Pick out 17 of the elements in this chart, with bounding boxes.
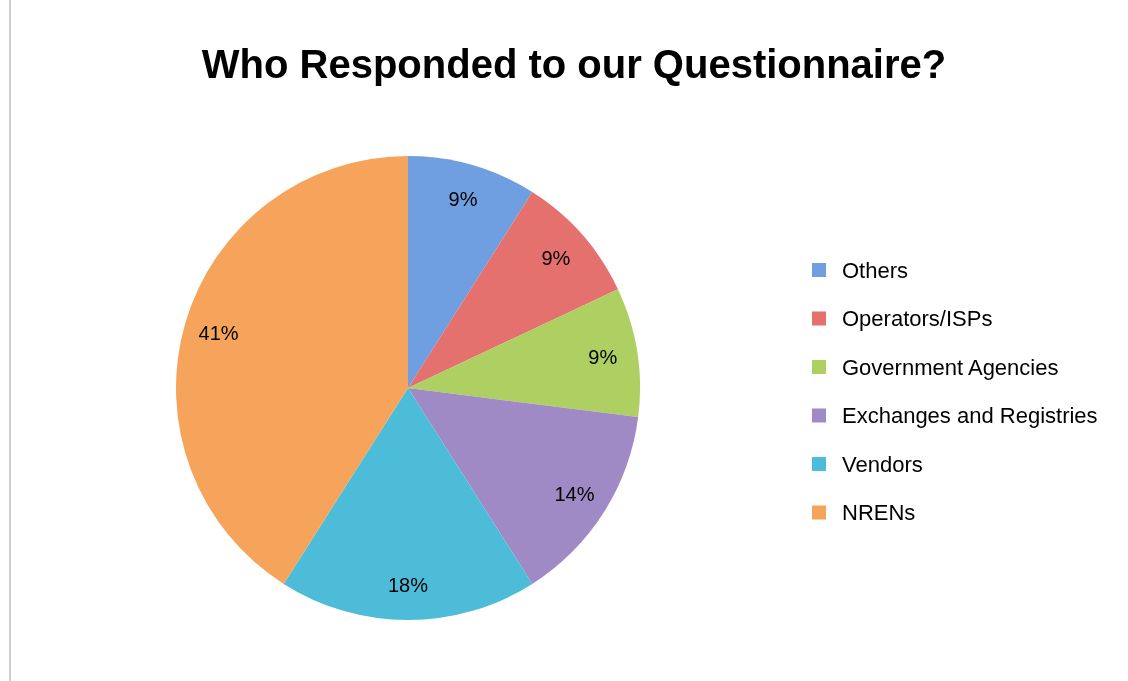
legend-label: Exchanges and Registries [842, 403, 1098, 428]
legend-label: Vendors [842, 451, 923, 477]
chart-title: Who Responded to our Questionnaire? [201, 42, 947, 86]
data-label: 18% [387, 574, 429, 597]
data-label: 9% [588, 346, 618, 369]
data-label: 9% [541, 246, 571, 269]
pie-slice [408, 192, 618, 388]
legend-label: Government Agencies [842, 354, 1059, 380]
pie-slice [283, 388, 533, 620]
data-label: 14% [554, 482, 595, 505]
legend-label: NRENs [842, 500, 916, 525]
legend-label: Others [842, 257, 909, 283]
pie-slice [408, 156, 533, 388]
data-label: 9% [448, 187, 478, 210]
legend-label: Operators/ISPs [842, 306, 993, 331]
data-label: 41% [198, 321, 239, 344]
pie-slice [408, 289, 640, 418]
